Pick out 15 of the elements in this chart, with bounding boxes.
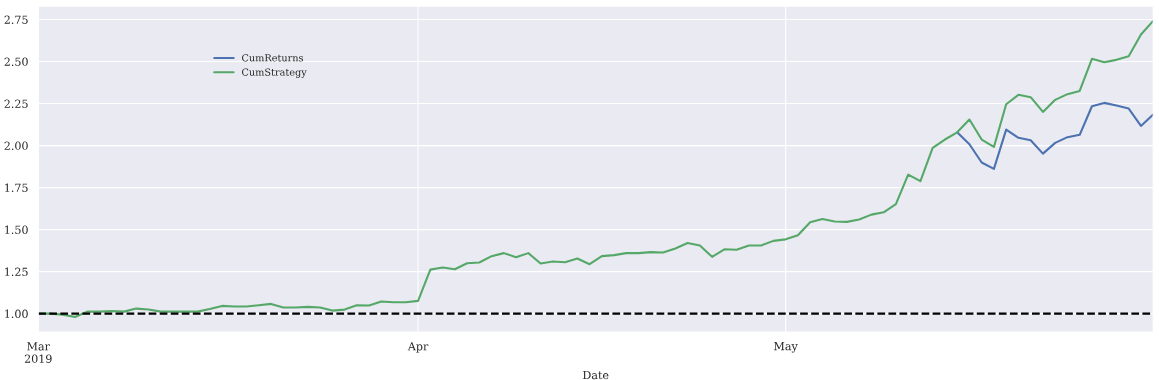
y-tick-label: 2.75	[4, 15, 28, 24]
y-tick-label: 1.50	[5, 225, 28, 234]
y-tick-label: 1.75	[5, 183, 28, 192]
x-tick-label: May	[774, 342, 798, 353]
legend-label: CumStrategy	[242, 68, 307, 78]
legend-label: CumReturns	[242, 54, 304, 62]
y-tick-label: 2.00	[4, 141, 28, 150]
x-tick-label: Mar 2019	[24, 342, 52, 363]
y-tick-label: 2.50	[4, 57, 28, 66]
line-series	[956, 101, 1154, 170]
x-axis-title: Date	[583, 370, 609, 380]
x-tick-label: Apr	[407, 342, 429, 353]
y-tick-label: 1.25	[5, 267, 28, 276]
y-tick-label: 2.25	[4, 99, 28, 108]
y-tick-label: 1.00	[5, 309, 28, 319]
